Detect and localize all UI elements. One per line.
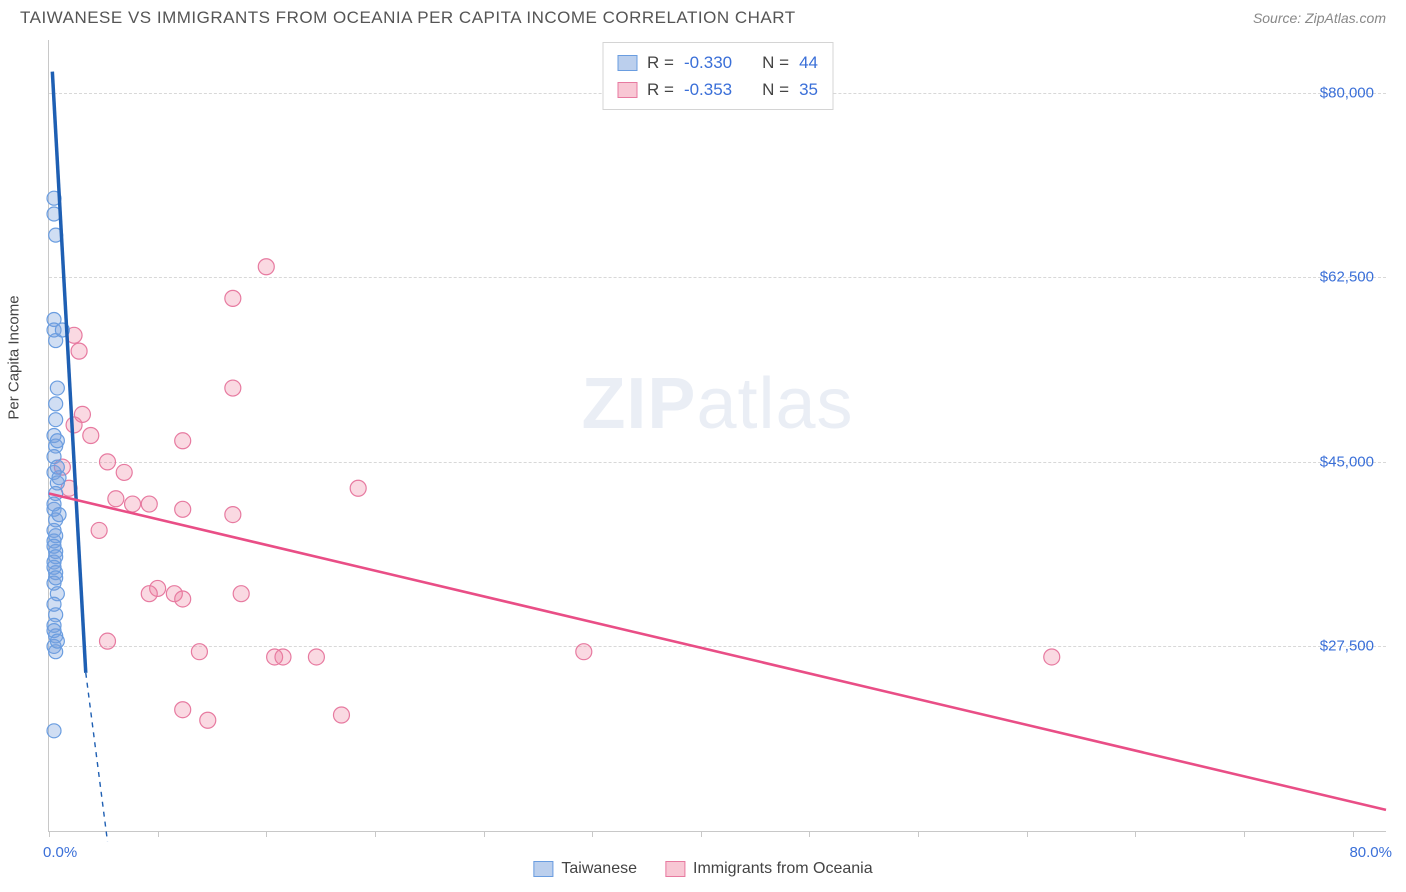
trend-line-taiwanese-extrapolated	[86, 673, 108, 842]
x-tick	[1027, 831, 1028, 837]
y-tick-label: $27,500	[1320, 638, 1374, 655]
x-tick	[592, 831, 593, 837]
scatter-point-taiwanese	[50, 634, 64, 648]
scatter-point-oceania	[200, 712, 216, 728]
scatter-point-taiwanese	[47, 497, 61, 511]
stat-n-label: N =	[762, 76, 789, 103]
scatter-point-oceania	[99, 633, 115, 649]
scatter-point-oceania	[99, 454, 115, 470]
x-tick	[266, 831, 267, 837]
y-tick-label: $80,000	[1320, 84, 1374, 101]
legend-item: Taiwanese	[533, 860, 637, 878]
scatter-point-taiwanese	[50, 381, 64, 395]
stat-r-value: -0.353	[684, 76, 732, 103]
scatter-point-oceania	[116, 464, 132, 480]
scatter-point-oceania	[275, 649, 291, 665]
stats-row: R = -0.330 N = 44	[617, 49, 818, 76]
stat-r-value: -0.330	[684, 49, 732, 76]
scatter-point-taiwanese	[49, 413, 63, 427]
scatter-point-oceania	[91, 522, 107, 538]
x-tick	[1244, 831, 1245, 837]
scatter-point-taiwanese	[47, 724, 61, 738]
scatter-point-oceania	[83, 428, 99, 444]
stat-n-label: N =	[762, 49, 789, 76]
scatter-point-oceania	[71, 343, 87, 359]
scatter-point-oceania	[576, 644, 592, 660]
stats-row: R = -0.353 N = 35	[617, 76, 818, 103]
bottom-legend: Taiwanese Immigrants from Oceania	[533, 860, 872, 878]
legend-label: Immigrants from Oceania	[693, 860, 873, 878]
x-tick	[158, 831, 159, 837]
scatter-point-oceania	[141, 496, 157, 512]
scatter-point-oceania	[175, 501, 191, 517]
legend-swatch-icon	[665, 861, 685, 877]
legend-item: Immigrants from Oceania	[665, 860, 873, 878]
x-tick	[484, 831, 485, 837]
stat-n-value: 35	[799, 76, 818, 103]
scatter-point-oceania	[333, 707, 349, 723]
scatter-point-taiwanese	[50, 460, 64, 474]
legend-label: Taiwanese	[561, 860, 637, 878]
scatter-point-oceania	[175, 433, 191, 449]
y-axis-title: Per Capita Income	[6, 295, 23, 419]
stats-legend-box: R = -0.330 N = 44 R = -0.353 N = 35	[602, 42, 833, 110]
x-axis-max-label: 80.0%	[1349, 844, 1392, 861]
x-tick	[1135, 831, 1136, 837]
stat-n-value: 44	[799, 49, 818, 76]
scatter-point-oceania	[225, 380, 241, 396]
scatter-point-oceania	[233, 586, 249, 602]
x-tick	[375, 831, 376, 837]
scatter-point-oceania	[74, 406, 90, 422]
trend-line-oceania	[49, 494, 1386, 810]
scatter-point-oceania	[225, 290, 241, 306]
stat-r-label: R =	[647, 49, 674, 76]
scatter-point-oceania	[175, 591, 191, 607]
scatter-plot-svg	[49, 40, 1386, 831]
legend-swatch-icon	[617, 82, 637, 98]
scatter-point-oceania	[1044, 649, 1060, 665]
legend-swatch-icon	[533, 861, 553, 877]
scatter-point-taiwanese	[49, 397, 63, 411]
chart-area: Per Capita Income ZIPatlas $27,500$45,00…	[48, 40, 1386, 832]
scatter-point-oceania	[125, 496, 141, 512]
scatter-point-oceania	[191, 644, 207, 660]
legend-swatch-icon	[617, 55, 637, 71]
scatter-point-oceania	[258, 259, 274, 275]
scatter-point-oceania	[108, 491, 124, 507]
stat-r-label: R =	[647, 76, 674, 103]
scatter-point-oceania	[141, 586, 157, 602]
x-axis-min-label: 0.0%	[43, 844, 77, 861]
scatter-point-oceania	[350, 480, 366, 496]
x-tick	[918, 831, 919, 837]
x-tick	[701, 831, 702, 837]
scatter-point-oceania	[225, 507, 241, 523]
x-tick	[49, 831, 50, 837]
scatter-point-taiwanese	[49, 571, 63, 585]
scatter-point-oceania	[308, 649, 324, 665]
y-tick-label: $62,500	[1320, 269, 1374, 286]
chart-title: TAIWANESE VS IMMIGRANTS FROM OCEANIA PER…	[20, 8, 796, 28]
scatter-point-taiwanese	[50, 434, 64, 448]
x-tick	[1353, 831, 1354, 837]
plot-area: ZIPatlas $27,500$45,000$62,500$80,000 0.…	[48, 40, 1386, 832]
scatter-point-oceania	[175, 702, 191, 718]
y-tick-label: $45,000	[1320, 453, 1374, 470]
x-tick	[809, 831, 810, 837]
source-label: Source: ZipAtlas.com	[1253, 10, 1386, 26]
